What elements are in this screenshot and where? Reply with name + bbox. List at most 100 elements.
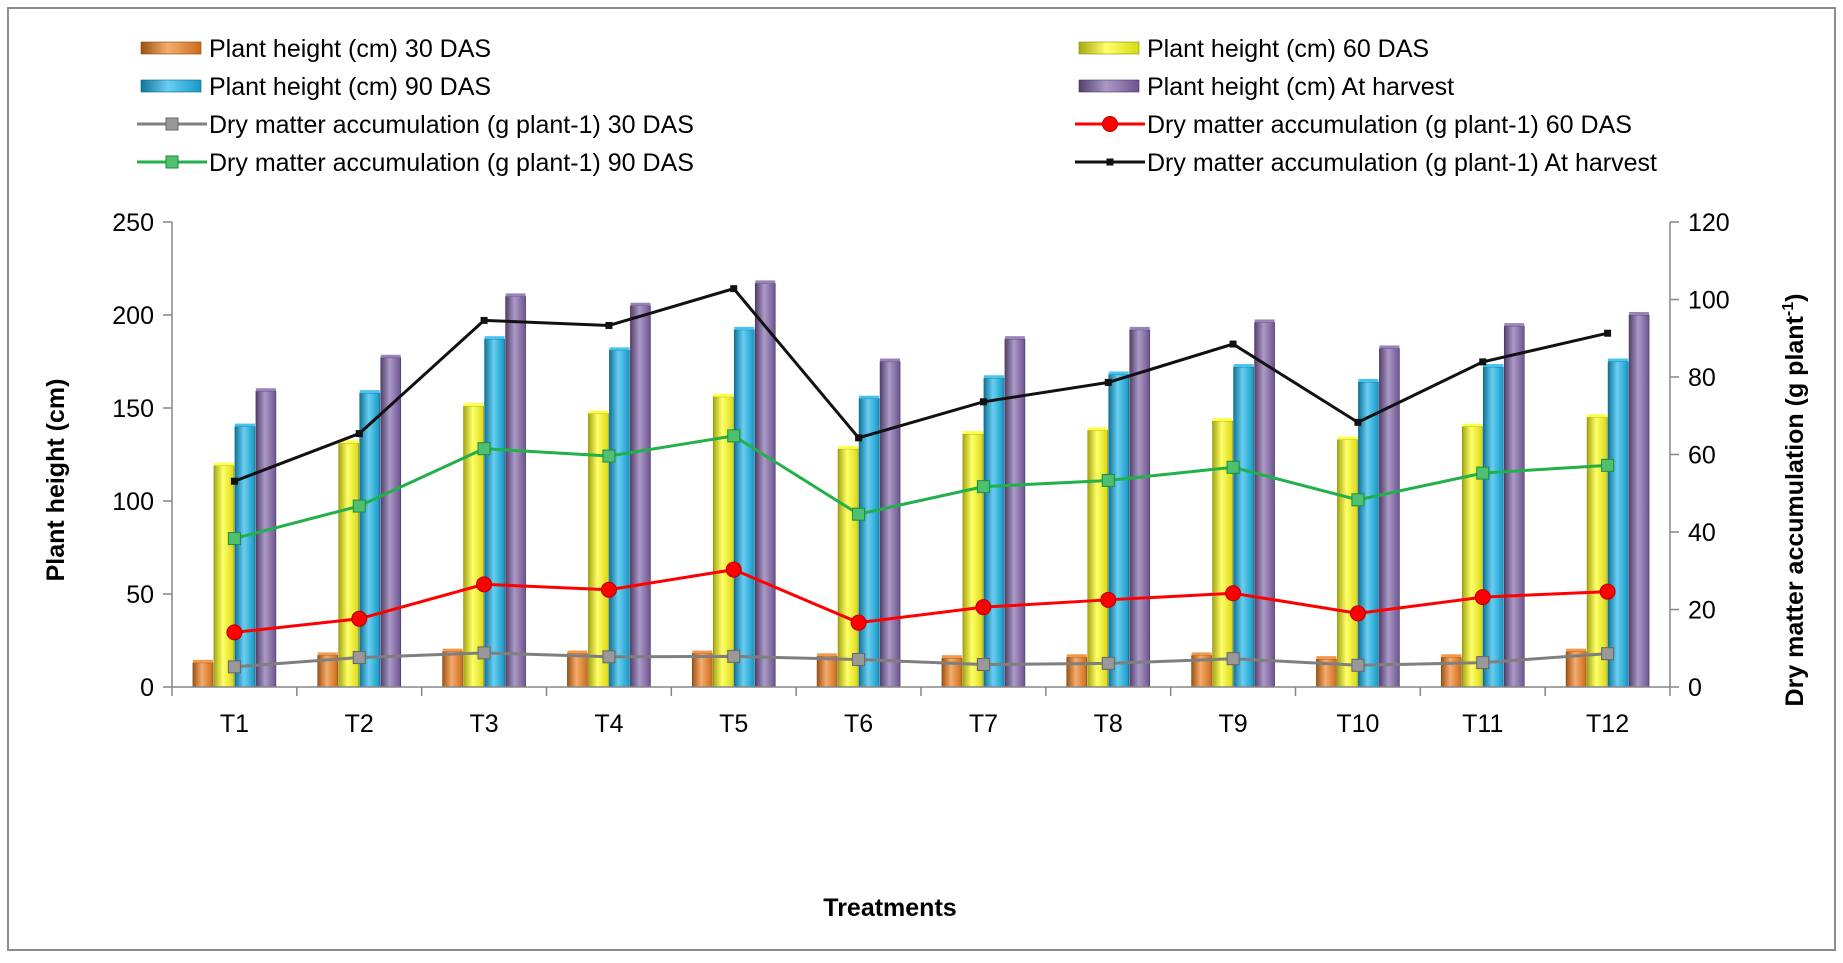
point-T10-4 xyxy=(1354,418,1362,426)
bar-T10-3 xyxy=(1358,381,1379,688)
point-T4-3 xyxy=(602,449,616,463)
point-T9-1 xyxy=(1226,652,1240,666)
bar-top-T6-3 xyxy=(859,395,880,399)
point-T6-1 xyxy=(852,652,866,666)
bar-T3-3 xyxy=(484,338,505,688)
x-tick-label: T5 xyxy=(719,710,748,738)
bar-top-T3-3 xyxy=(484,336,505,340)
bar-top-T11-3 xyxy=(1483,364,1504,368)
line-4 xyxy=(233,286,1608,483)
bar-top-T2-2 xyxy=(338,440,359,444)
point-T5-2 xyxy=(725,561,742,578)
bar-top-T10-1 xyxy=(1316,656,1337,660)
y-tick-label: 100 xyxy=(112,488,154,516)
bar-top-T3-2 xyxy=(463,403,484,407)
legend-marker xyxy=(165,155,179,169)
bar-top-T8-1 xyxy=(1066,654,1087,658)
bar-T1-3 xyxy=(234,426,256,688)
point-T6-4 xyxy=(855,434,863,442)
point-T12-3 xyxy=(1601,458,1615,472)
bar-top-T8-4 xyxy=(1129,326,1150,330)
bar-T10-2 xyxy=(1337,439,1358,688)
bar-top-T11-4 xyxy=(1504,323,1525,327)
legend-item: Plant height (cm) 60 DAS xyxy=(1078,35,1429,63)
x-tick-label: T2 xyxy=(345,710,374,738)
chart-border xyxy=(7,7,1836,951)
bar-top-T7-1 xyxy=(941,655,962,659)
point-T10-1 xyxy=(1351,658,1365,672)
y2-tick-label: 100 xyxy=(1688,287,1730,315)
bar-top-T1-4 xyxy=(255,388,276,392)
bar-T4-4 xyxy=(630,305,651,688)
bar-T12-2 xyxy=(1586,416,1608,688)
point-T5-3 xyxy=(727,429,741,443)
point-T2-4 xyxy=(355,430,363,438)
bar-top-T7-3 xyxy=(983,375,1004,379)
legend-item: Dry matter accumulation (g plant-1) 90 D… xyxy=(137,149,694,177)
bar-top-T9-2 xyxy=(1212,418,1233,422)
line-series-4 xyxy=(230,285,1612,485)
bar-top-T10-2 xyxy=(1337,436,1358,440)
legend-swatch xyxy=(1078,79,1140,93)
bar-top-T1-3 xyxy=(234,423,255,427)
bar-top-T3-4 xyxy=(505,293,526,297)
line-1 xyxy=(234,651,1608,669)
bar-T6-2 xyxy=(837,448,859,688)
bar-T8-4 xyxy=(1129,329,1151,688)
bar-T1-1 xyxy=(192,662,214,688)
bar-T6-1 xyxy=(816,656,838,688)
bar-T6-3 xyxy=(858,398,880,688)
bar-top-T4-2 xyxy=(588,410,609,414)
x-tick-label: T6 xyxy=(844,710,873,738)
legend-label: Plant height (cm) 90 DAS xyxy=(209,73,491,101)
legend-swatch xyxy=(140,41,202,55)
line-series-2 xyxy=(226,561,1616,641)
bar-top-T4-4 xyxy=(630,302,651,306)
bar-top-T11-1 xyxy=(1441,654,1462,658)
point-T2-2 xyxy=(351,610,368,627)
bar-T2-2 xyxy=(338,443,360,688)
y-tick-label: 0 xyxy=(140,674,154,702)
point-T2-3 xyxy=(352,499,366,513)
point-T2-1 xyxy=(352,651,366,665)
point-T9-4 xyxy=(1229,340,1237,348)
point-T3-3 xyxy=(477,442,491,456)
point-T8-4 xyxy=(1104,378,1112,386)
point-T9-3 xyxy=(1226,460,1240,474)
y2-tick-label: 120 xyxy=(1688,209,1730,237)
bar-T11-2 xyxy=(1461,426,1483,688)
legend-label: Dry matter accumulation (g plant-1) 60 D… xyxy=(1147,111,1632,139)
bar-top-T2-1 xyxy=(317,652,338,656)
bar-T2-4 xyxy=(380,357,402,688)
legend-marker xyxy=(1102,116,1118,132)
line-series-group xyxy=(226,285,1616,674)
bar-T2-3 xyxy=(359,392,381,688)
bar-top-T5-3 xyxy=(734,326,755,330)
bar-top-T4-1 xyxy=(567,650,588,654)
legend-item: Dry matter accumulation (g plant-1) 60 D… xyxy=(1075,111,1632,139)
y2-tick-label: 80 xyxy=(1688,364,1716,392)
bar-T1-2 xyxy=(213,465,235,688)
y2-axis-title-sup: -1 xyxy=(1780,302,1797,316)
x-tick-label: T7 xyxy=(969,710,998,738)
bar-T8-3 xyxy=(1108,374,1130,688)
bar-top-T8-3 xyxy=(1108,371,1129,375)
bar-T10-4 xyxy=(1379,348,1400,688)
legend-swatch xyxy=(140,79,202,93)
point-T7-1 xyxy=(976,658,990,672)
bar-T5-4 xyxy=(754,283,776,688)
line-3 xyxy=(234,434,1608,541)
bar-T7-2 xyxy=(962,433,984,688)
point-T11-3 xyxy=(1476,466,1490,480)
x-tick-label: T11 xyxy=(1462,710,1503,738)
y2-axis-title: Dry matter accumulation (g plant-1) xyxy=(1780,294,1809,707)
bar-top-T2-4 xyxy=(380,354,401,358)
legend-item: Dry matter accumulation (g plant-1) 30 D… xyxy=(137,111,694,139)
point-T9-2 xyxy=(1225,585,1242,602)
y2-axis-title-main: Dry matter accumulation (g plant xyxy=(1781,315,1809,706)
point-T5-1 xyxy=(727,649,741,663)
legend-label: Plant height (cm) 60 DAS xyxy=(1147,35,1429,63)
line-series-3 xyxy=(227,429,1615,546)
